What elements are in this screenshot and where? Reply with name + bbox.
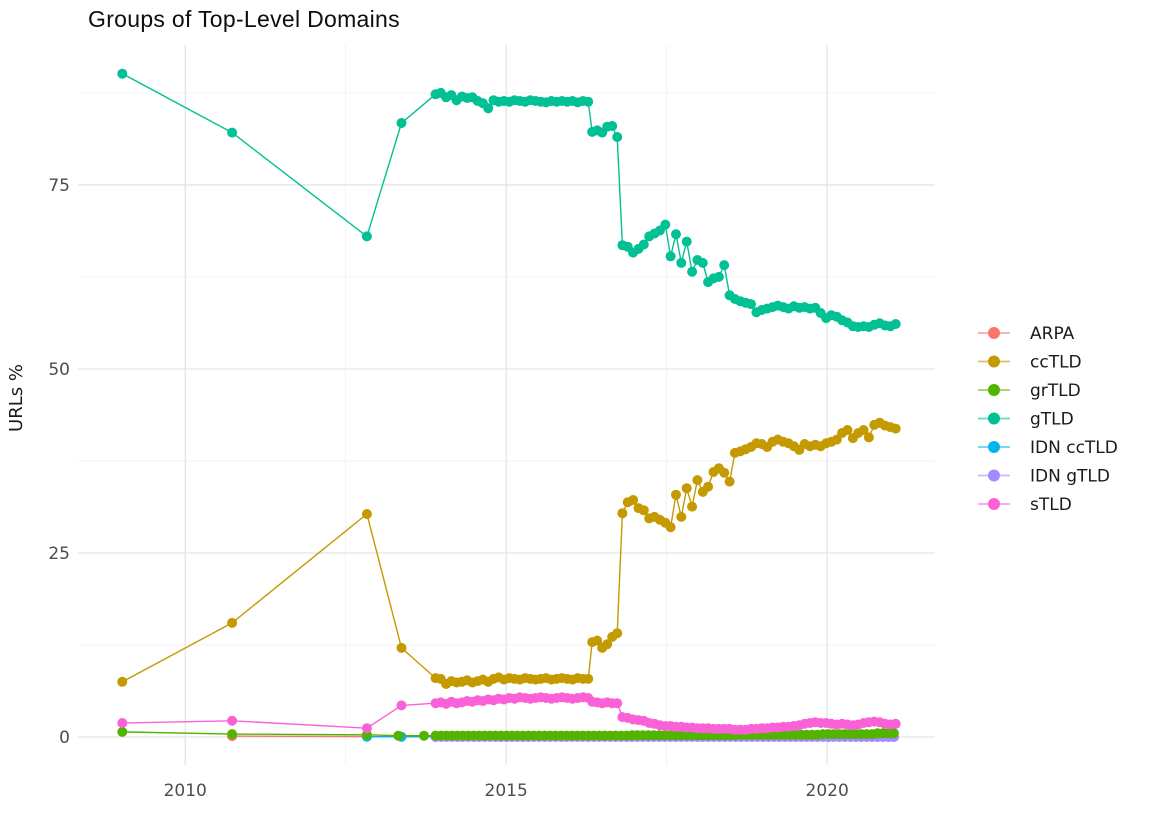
data-point: [617, 508, 628, 519]
data-point: [863, 432, 874, 443]
data-point: [227, 715, 238, 726]
data-point: [660, 219, 671, 230]
legend-item-gtld: gTLD: [978, 410, 1074, 430]
legend-item-stld: sTLD: [978, 495, 1072, 515]
data-point: [713, 271, 724, 282]
data-point: [638, 239, 649, 250]
data-point: [483, 103, 494, 114]
data-point: [697, 257, 708, 268]
legend-label: gTLD: [1030, 410, 1074, 430]
data-point: [612, 698, 623, 709]
data-point: [227, 617, 238, 628]
legend-key-dot: [988, 469, 1000, 482]
data-point: [612, 628, 623, 639]
data-point: [361, 231, 372, 242]
x-tick-label: 2015: [485, 781, 528, 801]
legend-key-dot: [988, 355, 1000, 368]
legend-label: IDN ccTLD: [1030, 438, 1118, 458]
data-point: [607, 121, 618, 131]
data-point: [117, 676, 128, 687]
data-point: [592, 635, 603, 646]
x-tick-label: 2010: [164, 781, 207, 801]
legend-key-dot: [988, 412, 1000, 425]
data-point: [842, 425, 853, 435]
data-point: [117, 726, 128, 737]
data-point: [117, 718, 128, 728]
data-point: [671, 229, 681, 240]
data-point: [858, 425, 869, 435]
data-point: [890, 319, 901, 329]
y-tick-label: 75: [48, 176, 70, 196]
data-point: [687, 501, 698, 512]
legend-label: grTLD: [1030, 381, 1081, 401]
y-tick-label: 0: [59, 728, 70, 748]
series-gtld: [117, 68, 901, 332]
data-point: [665, 522, 676, 533]
x-tick-label: 2020: [806, 781, 849, 801]
series-line: [121, 73, 896, 328]
data-point: [396, 700, 407, 711]
series-layer: [117, 68, 901, 742]
data-point: [719, 260, 730, 271]
data-point: [692, 475, 703, 486]
y-tick-label: 25: [48, 544, 70, 564]
data-point: [602, 639, 613, 650]
legend-key-dot: [988, 498, 1000, 510]
data-point: [665, 251, 676, 262]
data-point: [227, 729, 238, 740]
data-point: [419, 730, 429, 741]
data-point: [396, 118, 407, 128]
axis-tick-labels: 0 25 50 75 2010 2015 2020: [48, 176, 848, 801]
series-cctld: [117, 417, 901, 689]
series-grtld: [117, 726, 899, 741]
data-point: [361, 723, 372, 734]
data-point: [687, 266, 698, 277]
legend-key-dot: [988, 441, 1000, 453]
data-point: [890, 718, 901, 729]
data-point: [676, 511, 687, 522]
legend: ARPA ccTLD grTLD gTLD IDN ccTLD IDN gTLD sTLD: [978, 324, 1118, 515]
legend-key-dot: [988, 327, 1000, 339]
data-point: [671, 489, 681, 500]
data-point: [393, 730, 404, 741]
data-point: [676, 257, 687, 268]
legend-label: sTLD: [1030, 495, 1072, 515]
legend-item-arpa: ARPA: [978, 324, 1075, 344]
chart-title: Groups of Top-Level Domains: [88, 6, 400, 32]
series-stld: [117, 692, 901, 735]
legend-item-grtld: grTLD: [978, 381, 1081, 401]
data-point: [396, 642, 407, 653]
legend-label: ARPA: [1030, 324, 1075, 344]
data-point: [681, 236, 692, 247]
gridlines: [78, 45, 935, 765]
data-point: [638, 505, 649, 516]
legend-key-dot: [988, 384, 1000, 396]
data-point: [583, 673, 594, 684]
legend-item-idn-gtld: IDN gTLD: [978, 467, 1110, 487]
data-point: [227, 127, 238, 138]
data-point: [628, 495, 639, 505]
legend-label: IDN gTLD: [1030, 467, 1110, 487]
legend-item-cctld: ccTLD: [978, 353, 1082, 373]
data-point: [612, 132, 623, 142]
y-tick-label: 50: [48, 360, 70, 380]
data-point: [890, 423, 901, 434]
data-point: [746, 299, 756, 310]
data-point: [719, 467, 730, 478]
legend-label: ccTLD: [1030, 353, 1082, 373]
data-point: [583, 96, 594, 107]
data-point: [703, 481, 714, 492]
data-point: [724, 476, 735, 487]
data-point: [361, 509, 372, 519]
data-point: [117, 68, 128, 79]
data-point: [681, 483, 692, 494]
data-point: [888, 728, 899, 739]
y-axis-title: URLs %: [6, 364, 27, 432]
legend-item-idn-cctld: IDN ccTLD: [978, 438, 1118, 458]
